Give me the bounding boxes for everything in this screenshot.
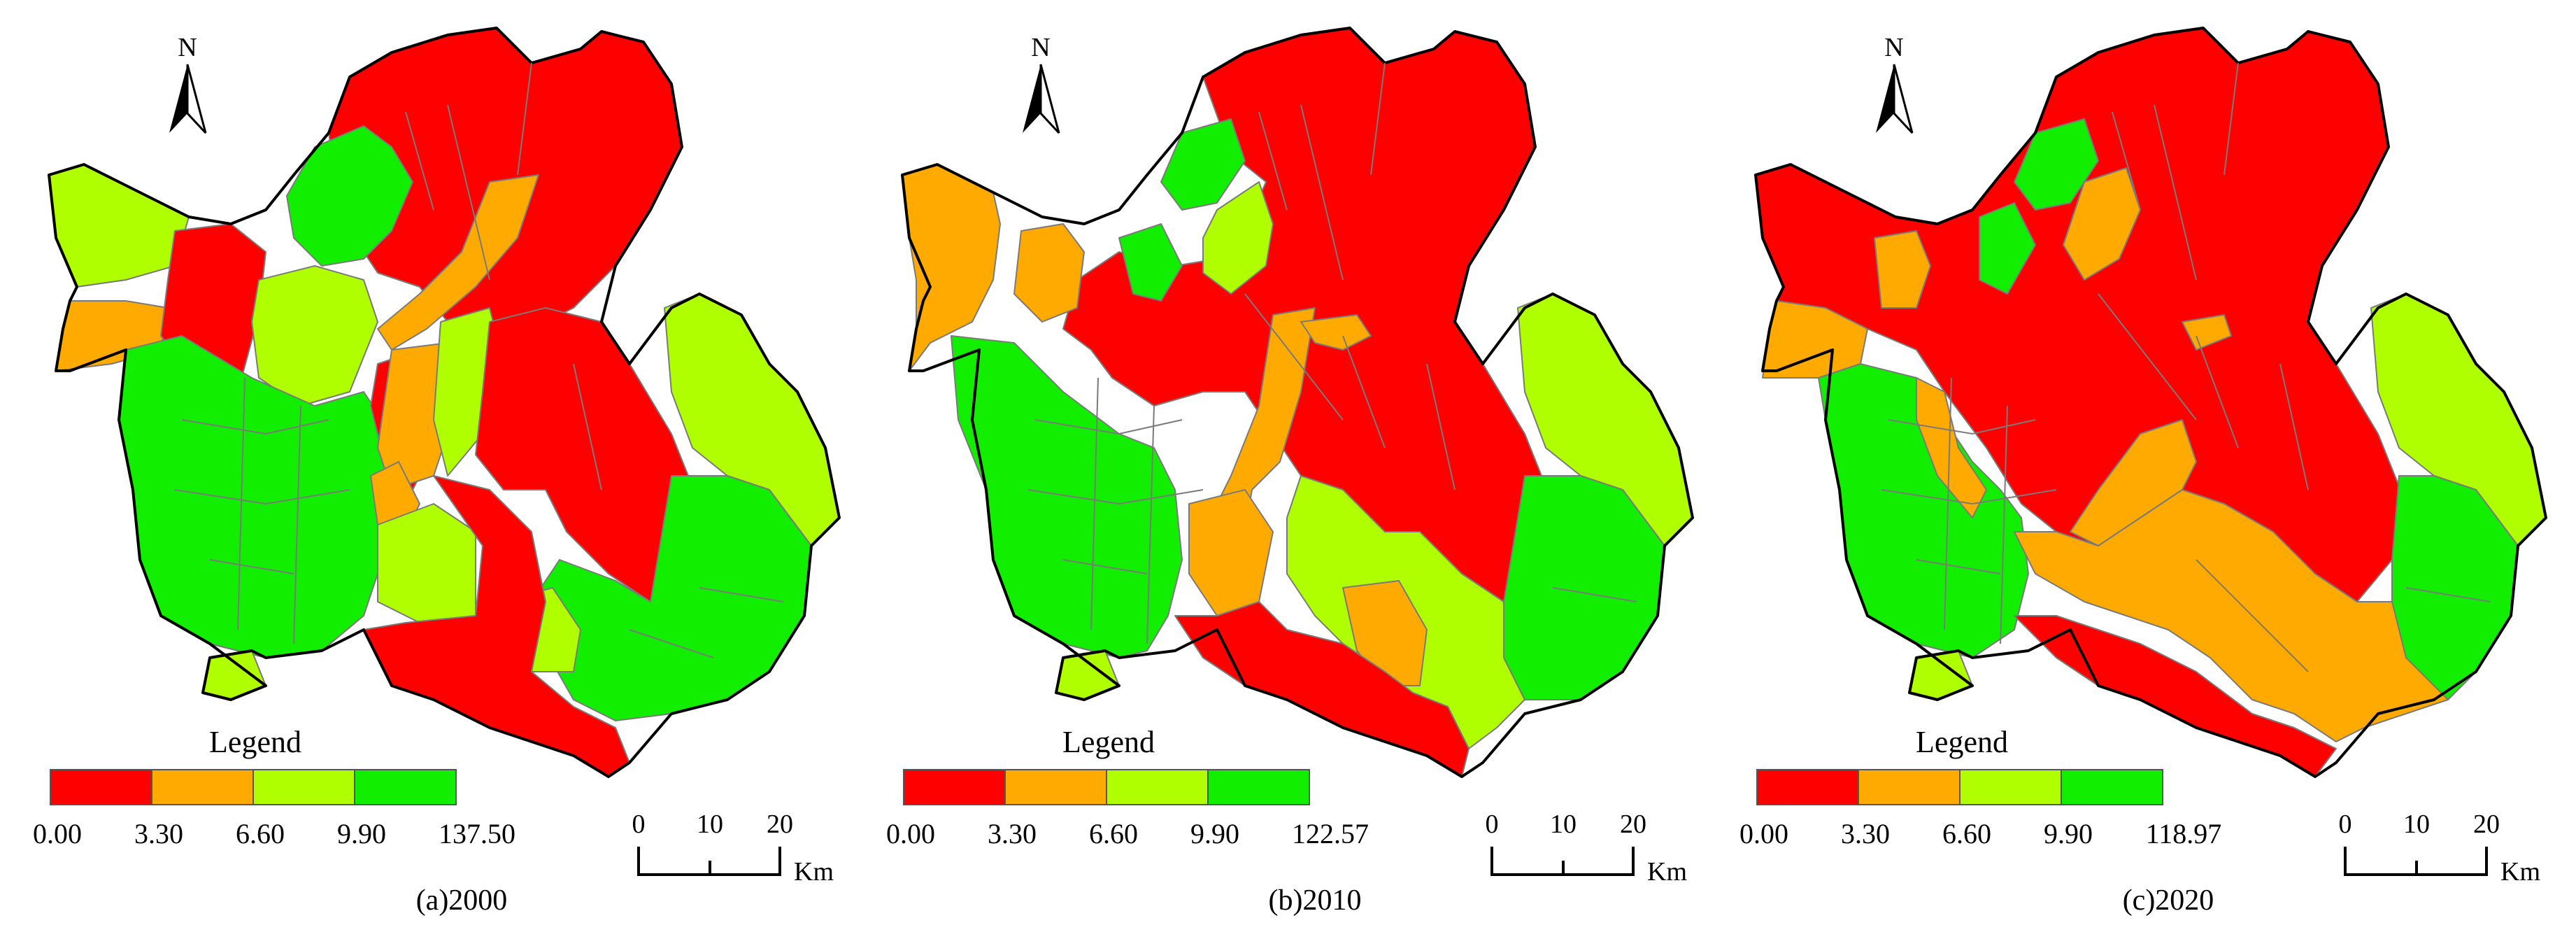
scale-bar: 0 10 20 Km [2339,810,2541,887]
north-label: N [1884,33,1903,62]
map-panel-2020: N Legend 0.00 3.30 6.60 9.90 118.97 0 10… [1707,0,2565,939]
region-lime-center [251,265,378,407]
legend: Legend 0.00 3.30 6.60 9.90 118.97 [1739,725,2221,849]
legend-swatch-4 [354,769,457,805]
panel-caption: (a)2000 [416,884,508,917]
legend-break-1: 0.00 [1739,818,1788,849]
district-lines-2020 [1881,62,2491,672]
legend-break-4: 9.90 [2044,818,2093,849]
north-arrow: N [1023,33,1060,134]
scale-label-20: 20 [1620,810,1646,839]
scale-label-20: 20 [2473,810,2500,839]
region-green-northwest [1160,118,1246,211]
legend-break-3: 6.60 [1089,818,1138,849]
map-svg-2010: N Legend 0.00 3.30 6.60 9.90 122.57 0 10… [886,27,1694,917]
scale-bar-line [2344,847,2488,876]
scale-bar: 0 10 20 Km [1486,810,1688,887]
north-arrow-left [169,64,187,133]
region-orange-south [2014,489,2449,742]
legend-swatch-2 [1858,769,1961,805]
legend-break-4: 9.90 [1190,818,1239,849]
legend-break-5: 137.50 [439,818,515,849]
map-svg-2020: N Legend 0.00 3.30 6.60 9.90 118.97 0 10… [1739,27,2547,917]
map-outline-2020 [1754,27,2547,778]
region-green-northwest [2014,118,2099,211]
legend-swatch-3 [1959,769,2062,805]
legend-swatch-1 [50,769,152,805]
map-panel-2000: N Legend 0.00 3.30 6.60 9.90 137.50 0 10… [0,0,858,939]
legend-title: Legend [209,725,301,759]
panel-caption: (c)2020 [2123,884,2214,917]
scale-unit: Km [794,857,834,887]
region-orange-west-small [1874,230,1931,309]
choropleth-map-2010 [901,27,1694,778]
legend-break-5: 118.97 [2146,818,2222,849]
legend: Legend 0.00 3.30 6.60 9.90 137.50 [33,725,515,849]
legend-swatch-1 [903,769,1006,805]
legend-swatch-4 [2061,769,2163,805]
legend-swatch-3 [252,769,355,805]
legend-break-4: 9.90 [337,818,386,849]
region-green-east [531,475,812,721]
choropleth-map-2000 [48,27,841,778]
scale-bar-line [1490,847,1635,876]
legend-swatch-2 [151,769,254,805]
legend-break-2: 3.30 [988,818,1037,849]
north-arrow: N [169,33,207,134]
region-green-strip [1118,223,1183,302]
north-arrow-right [1039,64,1060,134]
scale-label-0: 0 [1486,810,1499,839]
scale-bar: 0 10 20 Km [632,810,834,887]
north-arrow-right [1893,64,1914,134]
scale-label-10: 10 [2403,810,2430,839]
district-lines-2010 [1027,62,1637,644]
north-label: N [178,33,197,62]
scale-bar-line [637,847,781,876]
north-arrow-left [1023,64,1041,133]
scale-label-20: 20 [767,810,793,839]
legend-break-5: 122.57 [1292,818,1369,849]
region-orange-north-center [2182,314,2232,351]
legend-break-3: 6.60 [1942,818,1991,849]
region-orange-strip [1916,377,1987,518]
legend-swatch-4 [1207,769,1310,805]
scale-unit: Km [2500,857,2540,887]
north-arrow: N [1876,33,1914,134]
scale-label-0: 0 [632,810,646,839]
scale-unit: Km [1647,857,1687,887]
district-lines-2000 [174,62,784,658]
legend: Legend 0.00 3.30 6.60 9.90 122.57 [886,725,1369,849]
region-lime-northwest [1202,181,1274,295]
legend-swatch-2 [1004,769,1107,805]
legend-break-2: 3.30 [1841,818,1890,849]
legend-break-3: 6.60 [236,818,285,849]
north-arrow-right [186,64,207,134]
legend-break-1: 0.00 [886,818,935,849]
choropleth-map-2020 [1754,27,2547,778]
map-outline-2010 [901,27,1694,778]
map-svg-2000: N Legend 0.00 3.30 6.60 9.90 137.50 0 10… [33,27,841,917]
map-outline-2000 [48,27,841,778]
panel-caption: (b)2010 [1269,884,1362,917]
legend-break-1: 0.00 [33,818,82,849]
north-arrow-left [1876,64,1894,133]
scale-label-10: 10 [697,810,723,839]
region-lime-center-south-2 [377,503,476,623]
legend-title: Legend [1062,725,1155,759]
legend-swatch-1 [1756,769,1859,805]
scale-label-10: 10 [1550,810,1577,839]
region-orange-center-south [1188,489,1274,616]
region-orange-northwest [1013,223,1085,323]
region-orange-northwest [2063,167,2141,281]
region-orange-strip [377,174,539,351]
legend-swatch-3 [1106,769,1209,805]
legend-title: Legend [1916,725,2008,759]
region-green-northwest [286,125,413,267]
north-label: N [1031,33,1050,62]
region-green-strip [1979,202,2036,295]
region-orange-north-center [1300,314,1372,351]
legend-break-2: 3.30 [134,818,183,849]
scale-label-0: 0 [2339,810,2352,839]
map-panel-2010: N Legend 0.00 3.30 6.60 9.90 122.57 0 10… [853,0,1712,939]
